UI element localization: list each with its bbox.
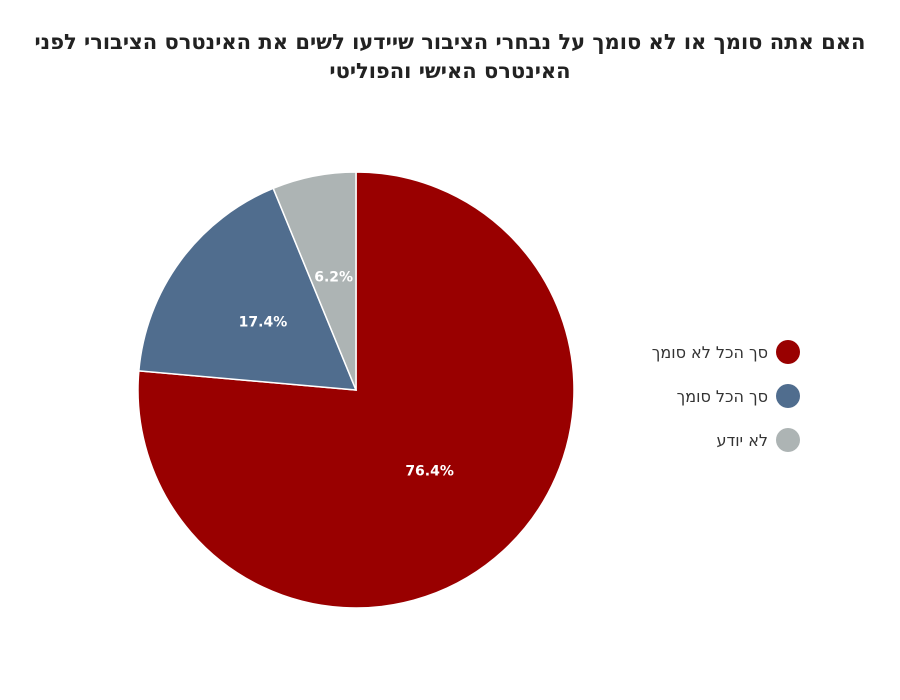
data-label-dont-know: 6.2% (314, 270, 353, 286)
legend-swatch-not-trust (776, 340, 800, 364)
legend-label: סך הכל סומך (676, 386, 768, 406)
legend-label: לא יודע (716, 430, 768, 450)
pie-slice-dont-know[interactable] (272, 171, 357, 391)
legend-label: סך הכל לא סומך (651, 342, 768, 362)
legend-item-trust[interactable]: סך הכל סומך (600, 374, 800, 418)
pie-slice-trust[interactable] (138, 187, 358, 391)
data-label-trust: 17.4% (239, 315, 288, 331)
legend-item-not-trust[interactable]: סך הכל לא סומך (600, 330, 800, 374)
data-label-not-trust: 76.4% (405, 463, 454, 479)
legend-item-dont-know[interactable]: לא יודע (600, 418, 800, 462)
chart-title: האם אתה סומך או לא סומך על נבחרי הציבור … (34, 30, 866, 83)
legend-swatch-dont-know (776, 428, 800, 452)
legend: סך הכל לא סומך סך הכל סומך לא יודע (600, 330, 800, 462)
legend-swatch-trust (776, 384, 800, 408)
